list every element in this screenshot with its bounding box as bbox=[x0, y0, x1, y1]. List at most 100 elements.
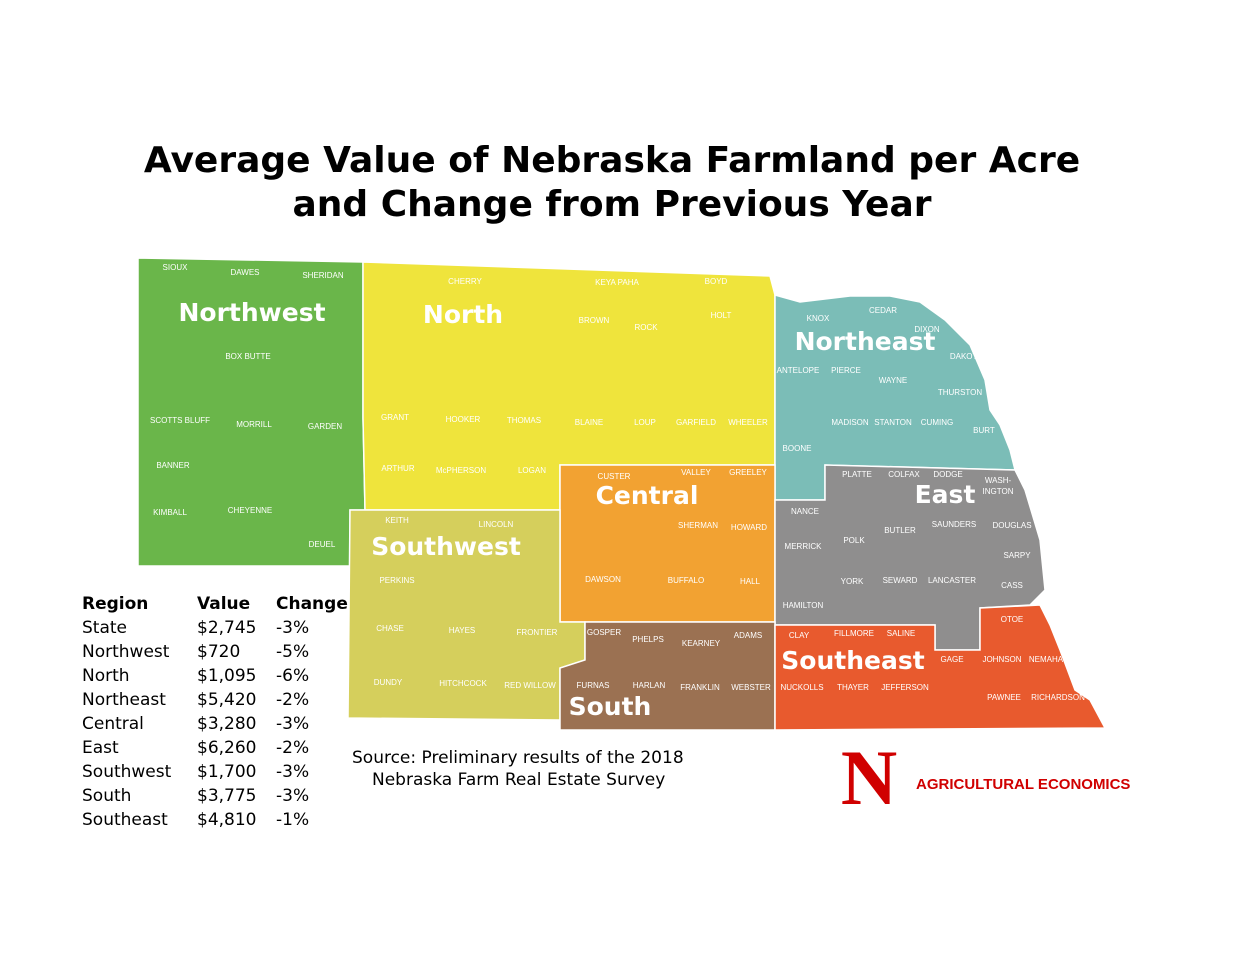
county-label: BANNER bbox=[156, 461, 190, 470]
county-label: RED WILLOW bbox=[504, 681, 556, 690]
county-label: GARFIELD bbox=[676, 418, 716, 427]
county-label: FRANKLIN bbox=[680, 683, 720, 692]
county-label: DEUEL bbox=[309, 540, 336, 549]
county-label: NANCE bbox=[791, 507, 819, 516]
county-label: CUSTER bbox=[598, 472, 631, 481]
county-label: WHEELER bbox=[728, 418, 768, 427]
county-label: THURSTON bbox=[938, 388, 983, 397]
region-label: Southwest bbox=[371, 532, 521, 561]
region-label: North bbox=[423, 300, 503, 329]
county-label: HARLAN bbox=[633, 681, 666, 690]
table-cell: -6% bbox=[276, 666, 309, 686]
table-cell: $3,775 bbox=[197, 786, 256, 806]
county-label: PAWNEE bbox=[987, 693, 1021, 702]
county-label: SHERMAN bbox=[678, 521, 718, 530]
map: SIOUX DAWES SHERIDAN BOX BUTTE SCOTTS BLUFF M… bbox=[137, 257, 1107, 731]
county-label: McPHERSON bbox=[436, 466, 486, 475]
county-label: PIERCE bbox=[831, 366, 861, 375]
county-label: GOSPER bbox=[587, 628, 621, 637]
county-label: CHASE bbox=[376, 624, 404, 633]
county-label: HOWARD bbox=[731, 523, 767, 532]
table-cell: Northwest bbox=[82, 642, 170, 662]
county-label: BLAINE bbox=[575, 418, 603, 427]
county-label: PLATTE bbox=[842, 470, 872, 479]
county-label: SARPY bbox=[1003, 551, 1031, 560]
county-label: CASS bbox=[1001, 581, 1023, 590]
table-cell: $3,280 bbox=[197, 714, 256, 734]
table-cell: $5,420 bbox=[197, 690, 256, 710]
county-label: DUNDY bbox=[374, 678, 403, 687]
table-cell: -5% bbox=[276, 642, 309, 662]
county-label: DODGE bbox=[933, 470, 962, 479]
county-label: JEFFERSON bbox=[881, 683, 929, 692]
region-shape bbox=[559, 621, 776, 731]
county-label: BOX BUTTE bbox=[225, 352, 270, 361]
title-line: and Change from Previous Year bbox=[292, 184, 931, 225]
county-label: ANTELOPE bbox=[777, 366, 820, 375]
table-cell: Southwest bbox=[82, 762, 172, 782]
region-label: Northeast bbox=[795, 327, 936, 356]
table-cell: Central bbox=[82, 714, 144, 734]
county-label: THOMAS bbox=[507, 416, 541, 425]
county-label: BUFFALO bbox=[668, 576, 704, 585]
county-label: NEMAHA bbox=[1029, 655, 1064, 664]
logo-mark: N bbox=[841, 734, 897, 821]
county-label: DIXON bbox=[914, 325, 940, 334]
source: Source: Preliminary results of the 2018 bbox=[352, 748, 684, 768]
region-shape bbox=[774, 604, 1107, 731]
county-label: LANCASTER bbox=[928, 576, 976, 585]
county-label: FILLMORE bbox=[834, 629, 874, 638]
county-label: JOHNSON bbox=[982, 655, 1021, 664]
county-label: HAYES bbox=[449, 626, 476, 635]
table-cell: $4,810 bbox=[197, 810, 256, 830]
table-cell: -3% bbox=[276, 714, 309, 734]
table-cell: Southeast bbox=[82, 810, 168, 830]
county-label: ARTHUR bbox=[381, 464, 414, 473]
table-cell: -1% bbox=[276, 810, 309, 830]
county-label: HAMILTON bbox=[783, 601, 824, 610]
county-label: SCOTTS BLUFF bbox=[150, 416, 210, 425]
county-label: SEWARD bbox=[883, 576, 918, 585]
county-label: ADAMS bbox=[734, 631, 762, 640]
table-cell: State bbox=[82, 618, 127, 638]
county-label: MORRILL bbox=[236, 420, 272, 429]
county-label: BOONE bbox=[783, 444, 812, 453]
county-label: POLK bbox=[843, 536, 865, 545]
county-label: STANTON bbox=[874, 418, 912, 427]
region-label: Southeast bbox=[781, 646, 924, 675]
county-label: LINCOLN bbox=[479, 520, 514, 529]
county-label: BUTLER bbox=[884, 526, 916, 535]
table-cell: North bbox=[82, 666, 130, 686]
county-label: HALL bbox=[740, 577, 761, 586]
county-label: DAWSON bbox=[585, 575, 621, 584]
county-label: GRANT bbox=[381, 413, 409, 422]
county-label: HITCHCOCK bbox=[439, 679, 487, 688]
county-label: YORK bbox=[841, 577, 864, 586]
county-label: FRONTIER bbox=[517, 628, 558, 637]
county-label: DOUGLAS bbox=[992, 521, 1031, 530]
table-cell: -2% bbox=[276, 690, 309, 710]
county-label: THAYER bbox=[837, 683, 869, 692]
logo-text: AGRICULTURAL ECONOMICS bbox=[916, 776, 1130, 793]
county-label: BURT bbox=[973, 426, 995, 435]
county-label: NUCKOLLS bbox=[780, 683, 823, 692]
county-label: KEITH bbox=[385, 516, 409, 525]
county-label: DAWES bbox=[230, 268, 259, 277]
region-label: Northwest bbox=[178, 298, 325, 327]
county-label: PERKINS bbox=[379, 576, 414, 585]
county-label: COLFAX bbox=[888, 470, 920, 479]
county-label: MERRICK bbox=[785, 542, 823, 551]
table-header: Region bbox=[82, 594, 148, 614]
table-cell: $6,260 bbox=[197, 738, 256, 758]
county-label: HOOKER bbox=[446, 415, 481, 424]
county-label: LOGAN bbox=[518, 466, 546, 475]
table-cell: $1,095 bbox=[197, 666, 256, 686]
county-label: HOLT bbox=[711, 311, 732, 320]
source: Nebraska Farm Real Estate Survey bbox=[372, 770, 665, 790]
county-label: OTOE bbox=[1001, 615, 1024, 624]
logo-box bbox=[836, 752, 902, 816]
county-label: KIMBALL bbox=[153, 508, 187, 517]
table-header: Change bbox=[276, 594, 348, 614]
county-label: MADISON bbox=[831, 418, 869, 427]
